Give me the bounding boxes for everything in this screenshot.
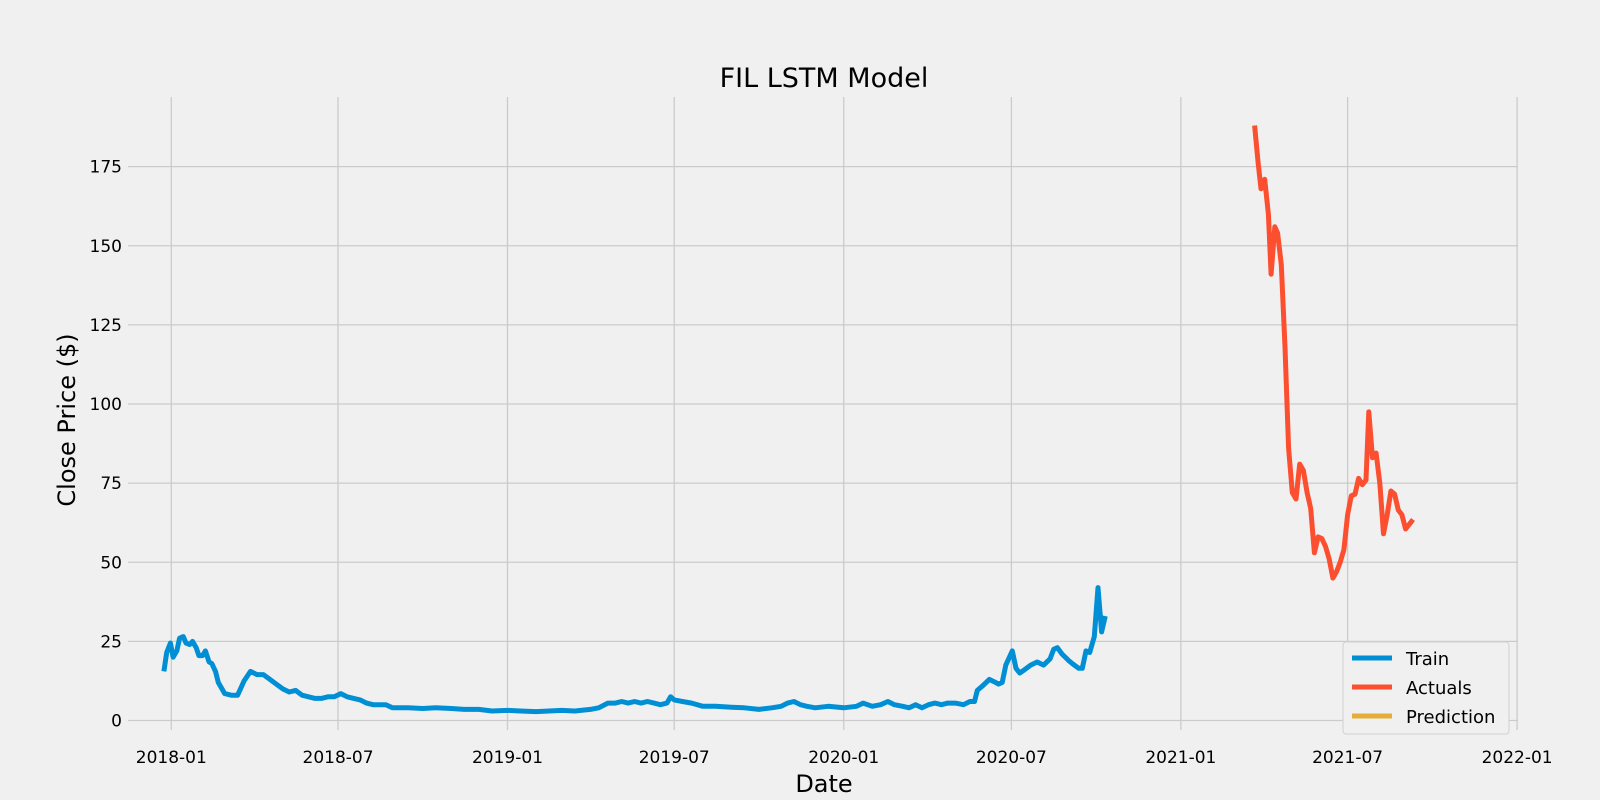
series-line-actuals — [1252, 125, 1415, 581]
x-tick-label: 2020-07 — [976, 748, 1047, 768]
x-tick-label: 2019-01 — [472, 748, 543, 768]
y-tick-label: 150 — [90, 237, 122, 257]
x-tick-labels: 2018-01 2018-07 2019-01 2019-07 2020-01 2020-… — [136, 748, 1553, 768]
y-tick-label: 50 — [100, 553, 122, 573]
x-tick-label: 2020-01 — [808, 748, 879, 768]
y-tick-label: 100 — [90, 395, 122, 415]
x-tick-label: 2022-01 — [1482, 748, 1553, 768]
y-tick-label: 0 — [111, 712, 122, 732]
y-tick-labels: 0 25 50 75 100 125 150 175 — [90, 158, 122, 732]
series-line-train — [161, 585, 1108, 715]
x-tick-label: 2019-07 — [639, 748, 710, 768]
legend: Train Actuals Prediction — [1342, 641, 1510, 735]
x-axis-label: Date — [795, 770, 852, 798]
y-tick-label: 125 — [90, 316, 122, 336]
x-tick-label: 2021-07 — [1312, 748, 1383, 768]
y-tick-label: 25 — [100, 632, 122, 652]
legend-label-prediction: Prediction — [1406, 707, 1495, 728]
grid — [128, 97, 1518, 730]
legend-frame — [1342, 641, 1510, 735]
chart-title: FIL LSTM Model — [720, 63, 929, 94]
series-group — [161, 125, 1415, 715]
x-tick-label: 2018-07 — [303, 748, 374, 768]
legend-label-actuals: Actuals — [1406, 678, 1472, 699]
x-tick-label: 2021-01 — [1145, 748, 1216, 768]
legend-label-train: Train — [1405, 649, 1449, 670]
y-tick-label: 75 — [100, 474, 122, 494]
y-axis-label: Close Price ($) — [53, 333, 81, 506]
y-tick-label: 175 — [90, 158, 122, 178]
x-tick-label: 2018-01 — [136, 748, 207, 768]
